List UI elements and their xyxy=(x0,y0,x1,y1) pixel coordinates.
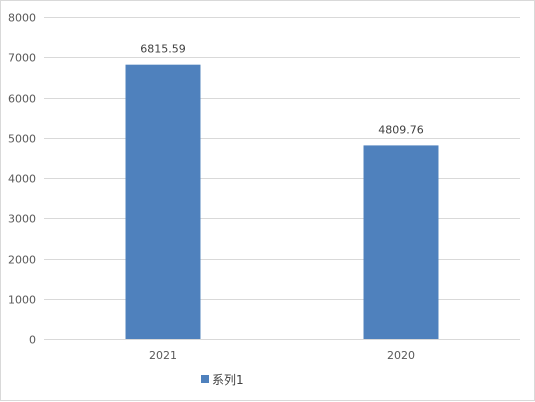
x-tick-label: 2020 xyxy=(387,349,415,362)
y-axis: 0 1000 2000 3000 4000 5000 6000 7000 8000 xyxy=(8,12,36,347)
y-tick-label: 7000 xyxy=(8,52,36,65)
x-tick-label: 2021 xyxy=(149,349,177,362)
y-tick-label: 0 xyxy=(29,334,36,347)
legend-label: 系列1 xyxy=(212,373,244,387)
gridlines xyxy=(44,17,520,340)
data-label: 6815.59 xyxy=(140,43,186,56)
y-tick-label: 8000 xyxy=(8,12,36,25)
bar xyxy=(363,145,439,339)
y-tick-label: 4000 xyxy=(8,173,36,186)
bars xyxy=(125,64,439,340)
y-tick-label: 5000 xyxy=(8,133,36,146)
data-labels: 6815.59 4809.76 xyxy=(140,43,424,137)
legend-swatch xyxy=(201,375,209,383)
y-tick-label: 3000 xyxy=(8,213,36,226)
x-axis: 2021 2020 xyxy=(44,339,520,362)
y-tick-label: 2000 xyxy=(8,254,36,267)
legend: 系列1 xyxy=(201,373,244,387)
y-tick-label: 1000 xyxy=(8,294,36,307)
y-tick-label: 6000 xyxy=(8,93,36,106)
bar xyxy=(125,64,201,340)
data-label: 4809.76 xyxy=(378,123,424,136)
